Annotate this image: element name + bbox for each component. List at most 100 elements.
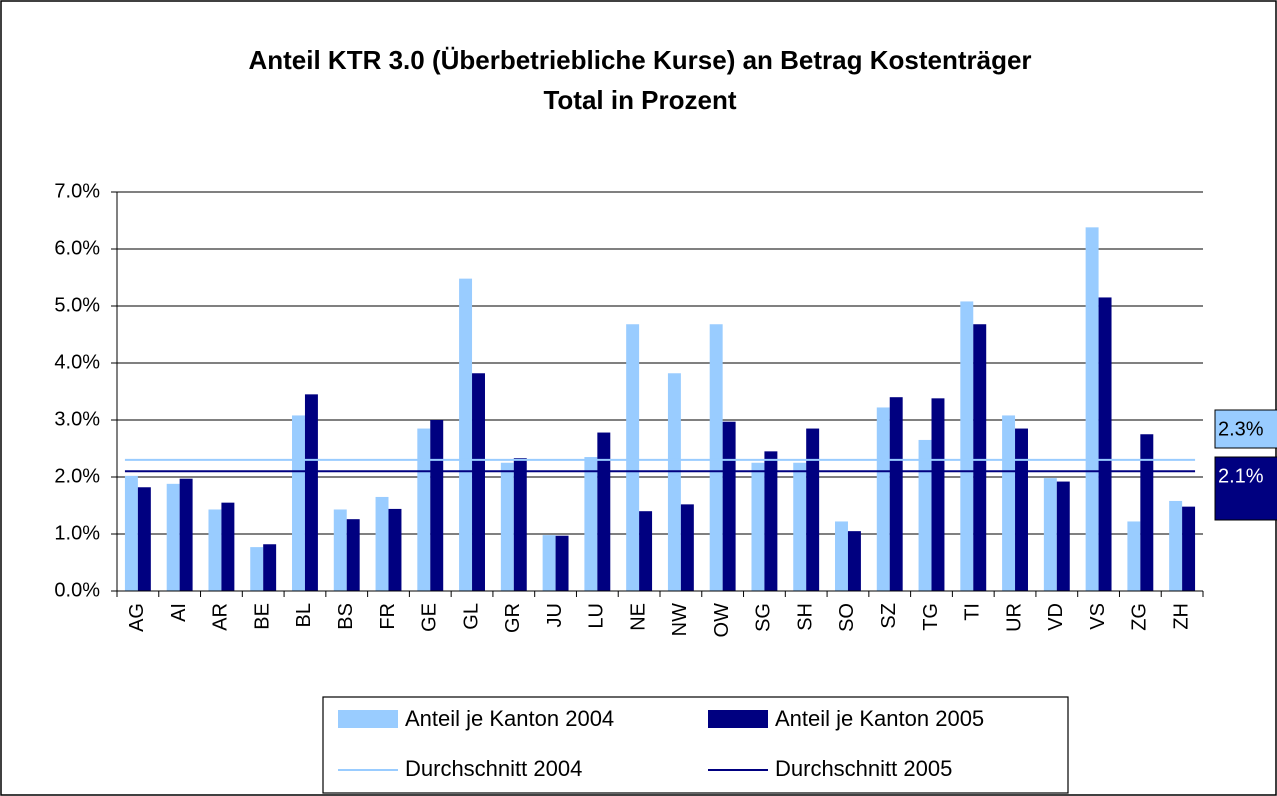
x-tick-label: SO <box>836 603 858 632</box>
bar <box>680 504 694 591</box>
bar <box>835 521 848 591</box>
bar <box>973 324 987 591</box>
x-tick-label: TG <box>920 603 942 631</box>
legend-label: Anteil je Kanton 2004 <box>405 706 614 731</box>
bar <box>500 462 514 591</box>
bar <box>1085 227 1099 591</box>
bar <box>793 462 807 591</box>
x-tick-label: NW <box>669 603 691 636</box>
bar <box>931 398 945 591</box>
y-tick-label: 5.0% <box>54 294 100 316</box>
bar <box>375 496 389 591</box>
x-tick-label: OW <box>711 603 733 638</box>
bar <box>542 535 556 591</box>
legend-swatch <box>338 710 398 728</box>
bar <box>847 531 861 591</box>
x-tick-label: BL <box>293 603 315 627</box>
bar <box>417 428 431 591</box>
bar <box>292 415 305 591</box>
y-tick-label: 2.0% <box>54 465 100 487</box>
x-tick-label: AI <box>168 603 190 622</box>
bar <box>124 475 138 591</box>
bar <box>459 278 473 591</box>
bar <box>639 511 653 591</box>
bar <box>221 502 235 591</box>
bar <box>709 324 723 591</box>
legend-box <box>322 696 1069 794</box>
x-tick-label: GL <box>460 603 482 630</box>
bar <box>555 535 569 591</box>
x-tick-label: GR <box>502 603 524 633</box>
legend-label: Durchschnitt 2005 <box>775 756 952 781</box>
y-tick-label: 7.0% <box>54 180 100 202</box>
x-tick-label: GE <box>419 603 441 632</box>
bar <box>179 478 193 591</box>
bar <box>263 544 277 591</box>
bar <box>597 432 611 591</box>
bar <box>137 487 151 591</box>
y-tick-label: 6.0% <box>54 237 100 259</box>
bar <box>1043 478 1057 591</box>
average-label: 2.1% <box>1218 465 1264 487</box>
x-tick-label: AG <box>126 603 148 632</box>
chart-title: Total in Prozent <box>543 85 736 115</box>
legend-label: Anteil je Kanton 2005 <box>775 706 984 731</box>
bar <box>166 483 180 591</box>
bar <box>1140 434 1154 591</box>
legend-label: Durchschnitt 2004 <box>405 756 582 781</box>
x-tick-label: ZG <box>1129 603 1151 631</box>
bar <box>1056 481 1070 591</box>
bar <box>250 547 264 591</box>
y-tick-label: 1.0% <box>54 522 100 544</box>
bar <box>876 407 890 591</box>
bar <box>806 428 820 591</box>
bar <box>346 519 360 591</box>
bar <box>764 451 778 591</box>
bar <box>889 397 903 591</box>
bar <box>1169 500 1183 591</box>
bar <box>1002 415 1016 591</box>
bar <box>1098 297 1112 591</box>
bar <box>208 509 222 591</box>
bar <box>722 421 736 591</box>
x-tick-label: SH <box>794 603 816 631</box>
x-tick-label: BE <box>251 603 273 630</box>
x-tick-label: UR <box>1003 603 1025 632</box>
bar <box>960 301 974 591</box>
x-tick-label: VD <box>1045 603 1067 631</box>
y-tick-label: 3.0% <box>54 408 100 430</box>
bar <box>430 420 444 591</box>
x-tick-label: BS <box>335 603 357 630</box>
average-label-box <box>1214 409 1277 449</box>
bar <box>751 462 765 591</box>
y-tick-label: 4.0% <box>54 351 100 373</box>
x-tick-label: VS <box>1087 603 1109 630</box>
x-tick-label: LU <box>586 603 608 629</box>
x-tick-label: NE <box>627 603 649 631</box>
x-tick-label: JU <box>544 603 566 627</box>
bar <box>1127 521 1141 591</box>
x-tick-label: AR <box>210 603 232 631</box>
x-tick-label: ZH <box>1170 603 1192 630</box>
x-tick-label: SG <box>753 603 775 632</box>
average-label-box <box>1214 456 1277 521</box>
x-tick-label: FR <box>377 603 399 630</box>
bar <box>667 373 681 591</box>
bar <box>1015 428 1028 591</box>
average-label: 2.3% <box>1218 418 1264 440</box>
bar <box>333 509 347 591</box>
bar <box>626 324 640 591</box>
y-tick-label: 0.0% <box>54 579 100 601</box>
bar <box>513 458 527 591</box>
bar <box>472 373 485 591</box>
bar <box>304 394 318 591</box>
bar <box>918 439 932 591</box>
bar <box>1182 506 1196 591</box>
chart-title: Anteil KTR 3.0 (Überbetriebliche Kurse) … <box>248 45 1031 75</box>
x-tick-label: TI <box>962 603 984 621</box>
bar <box>584 457 598 591</box>
x-tick-label: SZ <box>878 603 900 629</box>
legend-swatch <box>708 710 768 728</box>
bar <box>388 508 402 591</box>
